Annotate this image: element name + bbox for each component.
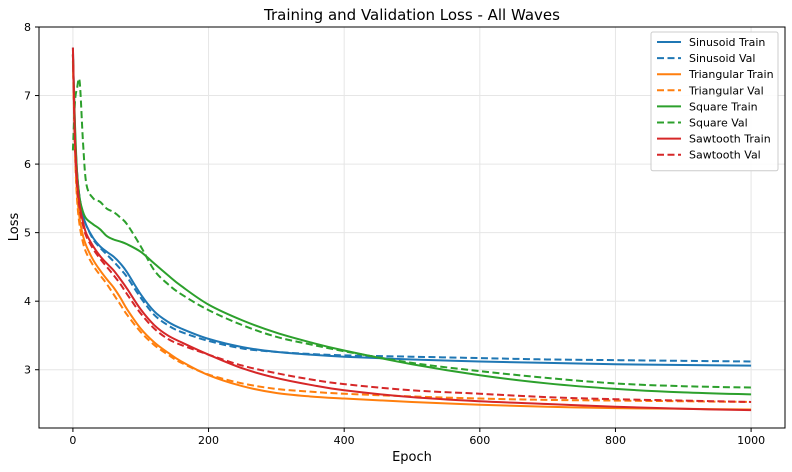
series-line-sawtooth-val <box>71 54 752 403</box>
legend-label: Sinusoid Train <box>689 36 765 49</box>
y-tick-label: 4 <box>24 295 31 308</box>
series-line-square-val <box>71 77 752 389</box>
legend-label: Sawtooth Val <box>689 149 761 162</box>
x-tick-label: 600 <box>469 434 490 447</box>
legend: Sinusoid Train Sinusoid Val Triangular Tra… <box>650 31 779 172</box>
legend-label: Triangular Train <box>688 68 774 81</box>
y-axis-label: Loss <box>7 213 22 242</box>
x-tick-label: 0 <box>69 434 76 447</box>
series-line-square-train <box>71 54 752 396</box>
chart-title: Training and Validation Loss - All Waves <box>263 6 560 24</box>
plot-frame <box>38 26 786 429</box>
y-tick-label: 3 <box>24 364 31 377</box>
x-tick-label: 200 <box>198 434 219 447</box>
x-tick-label: 800 <box>605 434 626 447</box>
series-line-triangular-train <box>71 54 752 411</box>
legend-label: Sawtooth Train <box>689 133 771 146</box>
x-axis-label: Epoch <box>392 450 432 465</box>
legend-label: Square Val <box>689 117 748 130</box>
legend-label: Square Train <box>689 100 758 113</box>
y-tick-label: 7 <box>24 90 31 103</box>
series-line-sinusoid-val <box>71 54 752 363</box>
y-tick-label: 6 <box>24 158 31 171</box>
y-tick-label: 8 <box>24 21 31 34</box>
legend-label: Sinusoid Val <box>689 52 755 65</box>
y-axis-ticks: 3 4 5 6 7 8 <box>24 21 39 377</box>
series-line-triangular-val <box>71 61 752 403</box>
legend-box <box>650 31 779 172</box>
x-axis-ticks: 0 200 400 600 800 1000 <box>69 428 765 447</box>
y-tick-label: 5 <box>24 227 31 240</box>
series-layer <box>71 47 752 412</box>
x-tick-label: 1000 <box>737 434 765 447</box>
x-tick-label: 400 <box>334 434 355 447</box>
legend-label: Triangular Val <box>688 84 764 97</box>
